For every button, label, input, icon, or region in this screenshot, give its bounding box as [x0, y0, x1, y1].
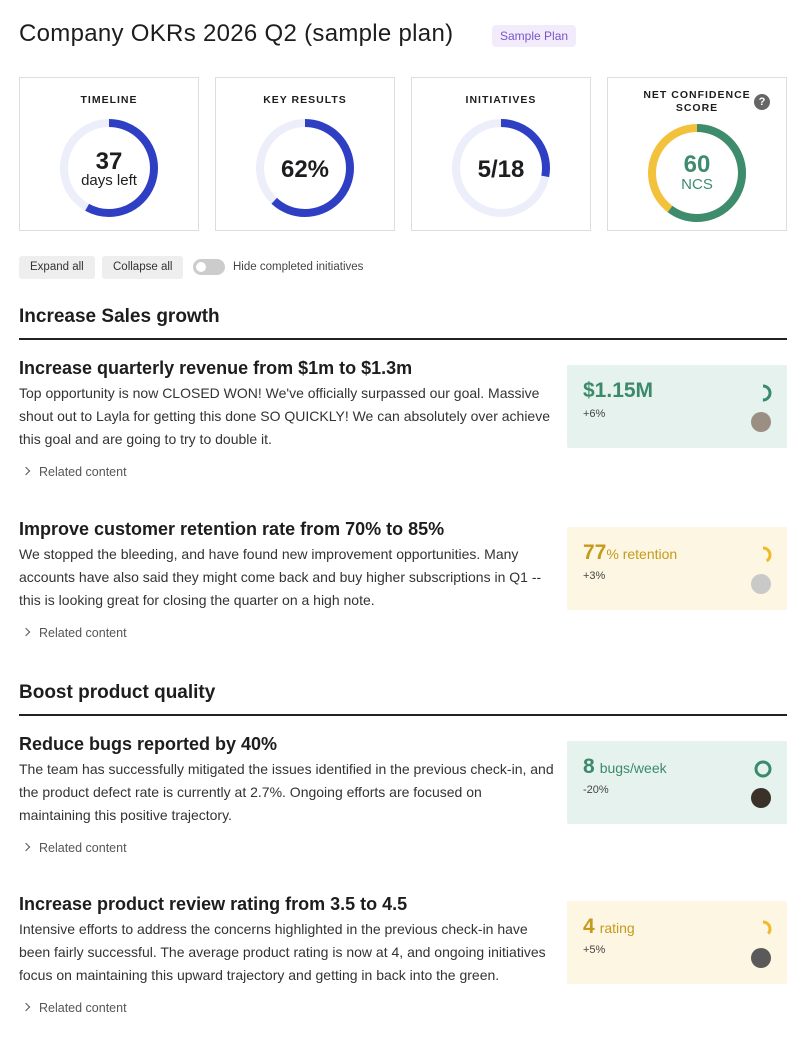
metric: 77% retention: [583, 541, 771, 565]
kr-description: The team has successfully mitigated the …: [19, 761, 554, 823]
toggle-label: Hide completed initiatives: [233, 261, 364, 273]
summary-card: KEY RESULTS 62%: [215, 77, 395, 231]
ring: [452, 119, 550, 217]
card-label: INITIATIVES: [465, 94, 537, 106]
kr-title: Increase quarterly revenue from $1m to $…: [19, 358, 413, 378]
related-content[interactable]: Related content: [19, 626, 555, 640]
key-result: Improve customer retention rate from 70%…: [19, 519, 555, 640]
card-unit: NCS: [681, 176, 713, 193]
metric-box: 77% retention +3%: [567, 527, 787, 610]
metric: 4 rating: [583, 915, 771, 939]
metric-value: 4: [583, 915, 595, 938]
page-title: Company OKRs 2026 Q2 (sample plan): [19, 20, 454, 47]
avatar: [751, 412, 771, 432]
kr-description: Top opportunity is now CLOSED WON! We've…: [19, 385, 551, 447]
card-unit: days left: [81, 172, 137, 189]
kr-description: We stopped the bleeding, and have found …: [19, 546, 542, 608]
kr-description: Intensive efforts to address the concern…: [19, 921, 546, 983]
metric-change: +5%: [583, 944, 606, 956]
metric-box: 4 rating +5%: [567, 901, 787, 984]
card-value: 60: [683, 151, 711, 178]
kr-title: Improve customer retention rate from 70%…: [19, 519, 445, 539]
progress-icon: [754, 920, 772, 938]
metric-change: -20%: [583, 784, 609, 796]
summary-card: NET CONFIDENCE SCORE ? 60 NCS: [607, 77, 787, 231]
collapse-button[interactable]: Collapse all: [102, 256, 184, 279]
related-content[interactable]: Related content: [19, 465, 555, 479]
card-label: NET CONFIDENCE SCORE: [643, 89, 751, 114]
ring: [256, 119, 354, 217]
progress-icon: [754, 760, 772, 778]
summary-card: INITIATIVES 5/18: [411, 77, 591, 231]
ring: [60, 119, 158, 217]
metric-unit: rating: [599, 920, 635, 936]
progress-icon: [754, 384, 772, 402]
metric-change: +6%: [583, 408, 606, 420]
related-content[interactable]: Related content: [19, 841, 555, 855]
metric-unit: % retention: [606, 546, 678, 562]
metric-value: 8: [583, 755, 595, 778]
metric-box: 8 bugs/week -20%: [567, 741, 787, 824]
help-icon[interactable]: ?: [754, 94, 770, 110]
expand-button[interactable]: Expand all: [19, 256, 95, 279]
metric-value: 77: [583, 541, 607, 564]
metric-unit: bugs/week: [599, 760, 667, 776]
avatar: [751, 788, 771, 808]
card-label: TIMELINE: [80, 94, 138, 106]
objective-title: Increase Sales growth: [19, 306, 787, 340]
progress-icon: [754, 546, 772, 564]
summary-card: TIMELINE 37 days left: [19, 77, 199, 231]
card-value: 62%: [280, 156, 330, 183]
objective-title: Boost product quality: [19, 682, 787, 716]
ring: [648, 124, 746, 222]
metric: 8 bugs/week: [583, 755, 771, 779]
avatar: [751, 574, 771, 594]
kr-title: Increase product review rating from 3.5 …: [19, 894, 408, 914]
badge: Sample Plan: [492, 25, 577, 47]
metric: $1.15M: [583, 379, 771, 403]
metric-change: +3%: [583, 570, 606, 582]
key-result: Increase product review rating from 3.5 …: [19, 894, 555, 1015]
card-label: KEY RESULTS: [263, 94, 347, 106]
toggle[interactable]: [193, 259, 225, 275]
key-result: Increase quarterly revenue from $1m to $…: [19, 358, 555, 479]
card-value: 37: [95, 148, 123, 175]
metric-value: $1.15M: [583, 379, 654, 402]
kr-title: Reduce bugs reported by 40%: [19, 734, 278, 754]
card-value: 5/18: [477, 156, 525, 183]
avatar: [751, 948, 771, 968]
related-content[interactable]: Related content: [19, 1001, 555, 1015]
key-result: Reduce bugs reported by 40% The team has …: [19, 734, 555, 855]
metric-box: $1.15M +6%: [567, 365, 787, 448]
